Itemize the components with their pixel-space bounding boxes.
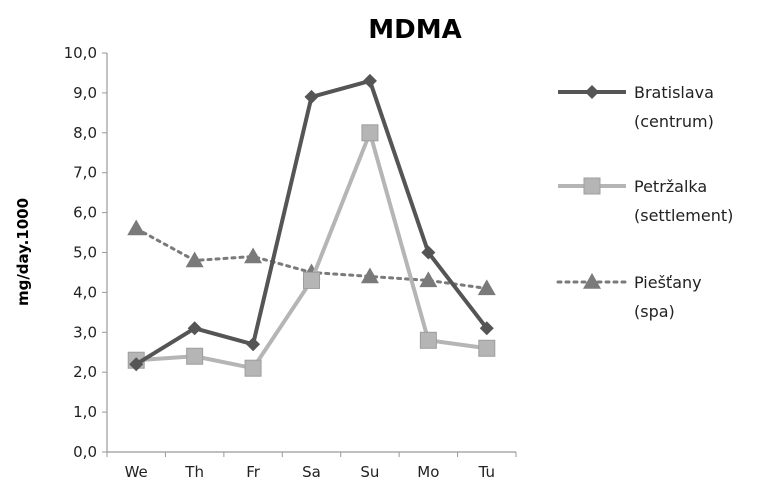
- x-tick-label: Mo: [417, 463, 439, 481]
- x-tick-label: Fr: [246, 463, 261, 481]
- y-tick-label: 5,0: [73, 244, 97, 262]
- data-point: [244, 359, 262, 377]
- legend-label-line2: (spa): [634, 302, 675, 321]
- data-point: [360, 267, 379, 284]
- legend-marker: [585, 85, 599, 99]
- data-point: [187, 321, 202, 336]
- y-tick-label: 3,0: [73, 323, 97, 341]
- y-axis-label: mg/day.1000: [14, 198, 32, 306]
- series-0: [129, 73, 494, 372]
- chart-title: MDMA: [368, 15, 461, 45]
- data-point: [304, 89, 319, 104]
- y-tick-label: 7,0: [73, 164, 97, 182]
- y-tick-label: 9,0: [73, 84, 97, 102]
- legend-item: Petržalka (settlement): [558, 177, 733, 225]
- data-point: [478, 339, 496, 357]
- legend-marker: [583, 177, 601, 195]
- y-ticks: 0,0 1,0 2,0 3,0 4,0 5,0 6,0 7,0 8,0 9,0 10,0: [64, 44, 107, 461]
- data-point: [479, 321, 494, 336]
- x-tick-label: Su: [360, 463, 379, 481]
- series-line: [135, 78, 489, 366]
- data-point: [129, 357, 144, 372]
- x-tick-label: Th: [184, 463, 204, 481]
- data-point: [421, 245, 436, 260]
- legend-label-line2: (centrum): [634, 112, 714, 131]
- y-tick-label: 6,0: [73, 204, 97, 222]
- y-tick-label: 0,0: [73, 443, 97, 461]
- y-tick-label: 1,0: [73, 403, 97, 421]
- data-point: [361, 124, 379, 142]
- legend-marker: [583, 273, 601, 289]
- legend-label-line2: (settlement): [634, 206, 733, 225]
- data-point: [127, 219, 146, 236]
- series-layer: [127, 73, 496, 377]
- y-tick-label: 4,0: [73, 283, 97, 301]
- data-point: [185, 251, 204, 268]
- data-point: [362, 73, 377, 88]
- data-point: [246, 337, 261, 352]
- legend-label: Piešťany: [634, 273, 702, 292]
- x-tick-label: Sa: [302, 463, 321, 481]
- data-point: [186, 347, 204, 365]
- data-point: [419, 331, 437, 349]
- legend-label: Bratislava: [634, 83, 714, 102]
- series-1: [127, 124, 496, 377]
- data-point: [419, 271, 438, 288]
- data-point: [303, 271, 320, 289]
- legend-item: Bratislava (centrum): [558, 83, 714, 131]
- y-tick-label: 2,0: [73, 363, 97, 381]
- y-tick-label: 8,0: [73, 124, 97, 142]
- legend: Bratislava (centrum) Petržalka (settlement)…: [556, 83, 733, 321]
- y-tick-label: 10,0: [64, 44, 97, 62]
- legend-label: Petržalka: [634, 177, 707, 196]
- x-ticks: We Th Fr Sa Su Mo Tu: [106, 452, 517, 481]
- legend-item: Piešťany (spa): [556, 273, 702, 321]
- data-point: [244, 247, 263, 264]
- data-point: [477, 279, 496, 296]
- x-tick-label: We: [125, 463, 148, 481]
- x-tick-label: Tu: [478, 463, 495, 481]
